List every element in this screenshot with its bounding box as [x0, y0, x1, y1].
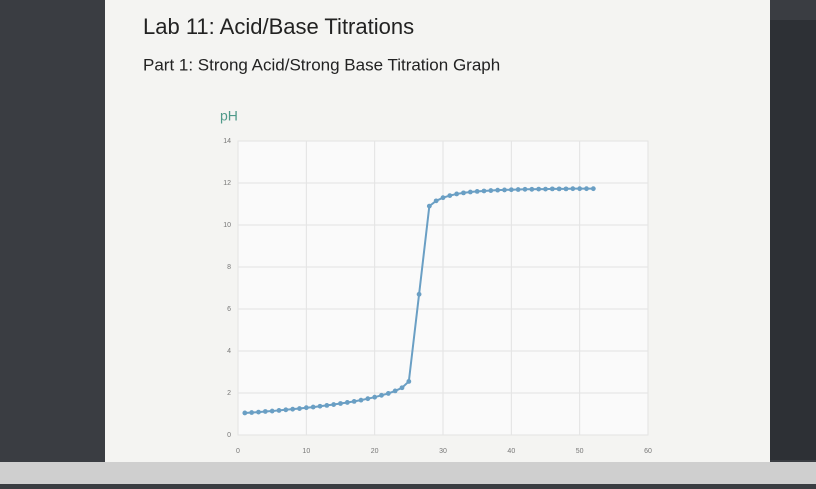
data-point: [324, 402, 330, 408]
side-bar: [770, 20, 816, 460]
data-point: [392, 388, 398, 394]
data-point: [556, 186, 562, 192]
x-tick-label: 10: [302, 448, 310, 455]
data-point: [331, 402, 337, 407]
data-point: [269, 408, 275, 414]
y-tick-label: 12: [223, 180, 231, 187]
data-point: [351, 399, 357, 404]
data-point: [283, 407, 289, 413]
data-point: [372, 394, 378, 400]
data-point: [447, 193, 453, 199]
data-point: [461, 190, 466, 196]
data-point: [543, 186, 548, 192]
data-point: [262, 409, 268, 414]
data-point: [242, 410, 248, 416]
data-point: [508, 187, 514, 193]
y-axis-label: pH: [220, 108, 238, 124]
x-tick-label: 50: [576, 448, 584, 455]
y-tick-label: 10: [223, 222, 231, 229]
data-point: [433, 198, 439, 204]
y-tick-label: 6: [227, 306, 231, 313]
data-point: [577, 186, 583, 192]
data-point: [522, 186, 528, 192]
page-title: Lab 11: Acid/Base Titrations: [143, 14, 414, 39]
page-subtitle: Part 1: Strong Acid/Strong Base Titratio…: [143, 55, 500, 74]
x-tick-label: 40: [507, 448, 515, 455]
data-point: [549, 186, 555, 192]
data-point: [416, 291, 422, 297]
data-point: [385, 391, 391, 396]
x-tick-label: 20: [371, 448, 379, 455]
data-point: [379, 392, 384, 398]
x-tick-label: 0: [236, 448, 240, 455]
y-tick-label: 8: [227, 264, 231, 271]
y-tick-label: 4: [227, 348, 231, 355]
data-point: [467, 189, 473, 195]
data-point: [481, 188, 487, 194]
data-point: [290, 406, 296, 412]
data-point: [426, 203, 432, 209]
data-point: [256, 409, 261, 415]
data-point: [310, 404, 316, 410]
data-point: [454, 191, 460, 197]
data-point: [440, 195, 446, 201]
data-point: [303, 405, 309, 411]
bottom-bar: [0, 462, 816, 484]
data-point: [515, 187, 521, 192]
data-point: [488, 188, 494, 193]
data-point: [399, 385, 405, 391]
data-point: [249, 410, 255, 415]
x-tick-label: 60: [644, 448, 652, 455]
x-tick-label: 30: [439, 448, 447, 455]
data-point: [317, 403, 323, 409]
data-point: [495, 187, 501, 193]
data-point: [474, 189, 480, 194]
data-point: [358, 397, 364, 403]
data-point: [502, 187, 507, 193]
data-point: [297, 406, 302, 411]
y-tick-label: 2: [227, 390, 231, 397]
data-point: [344, 400, 350, 405]
data-point: [529, 186, 535, 192]
data-point: [590, 186, 596, 192]
y-tick-label: 14: [223, 138, 231, 145]
data-point: [338, 401, 343, 406]
data-point: [536, 186, 542, 192]
data-point: [563, 186, 569, 192]
data-point: [584, 186, 589, 192]
data-point: [365, 396, 371, 402]
y-tick-label: 0: [227, 432, 231, 439]
data-point: [570, 186, 576, 192]
data-point: [406, 379, 412, 384]
data-point: [276, 408, 282, 413]
